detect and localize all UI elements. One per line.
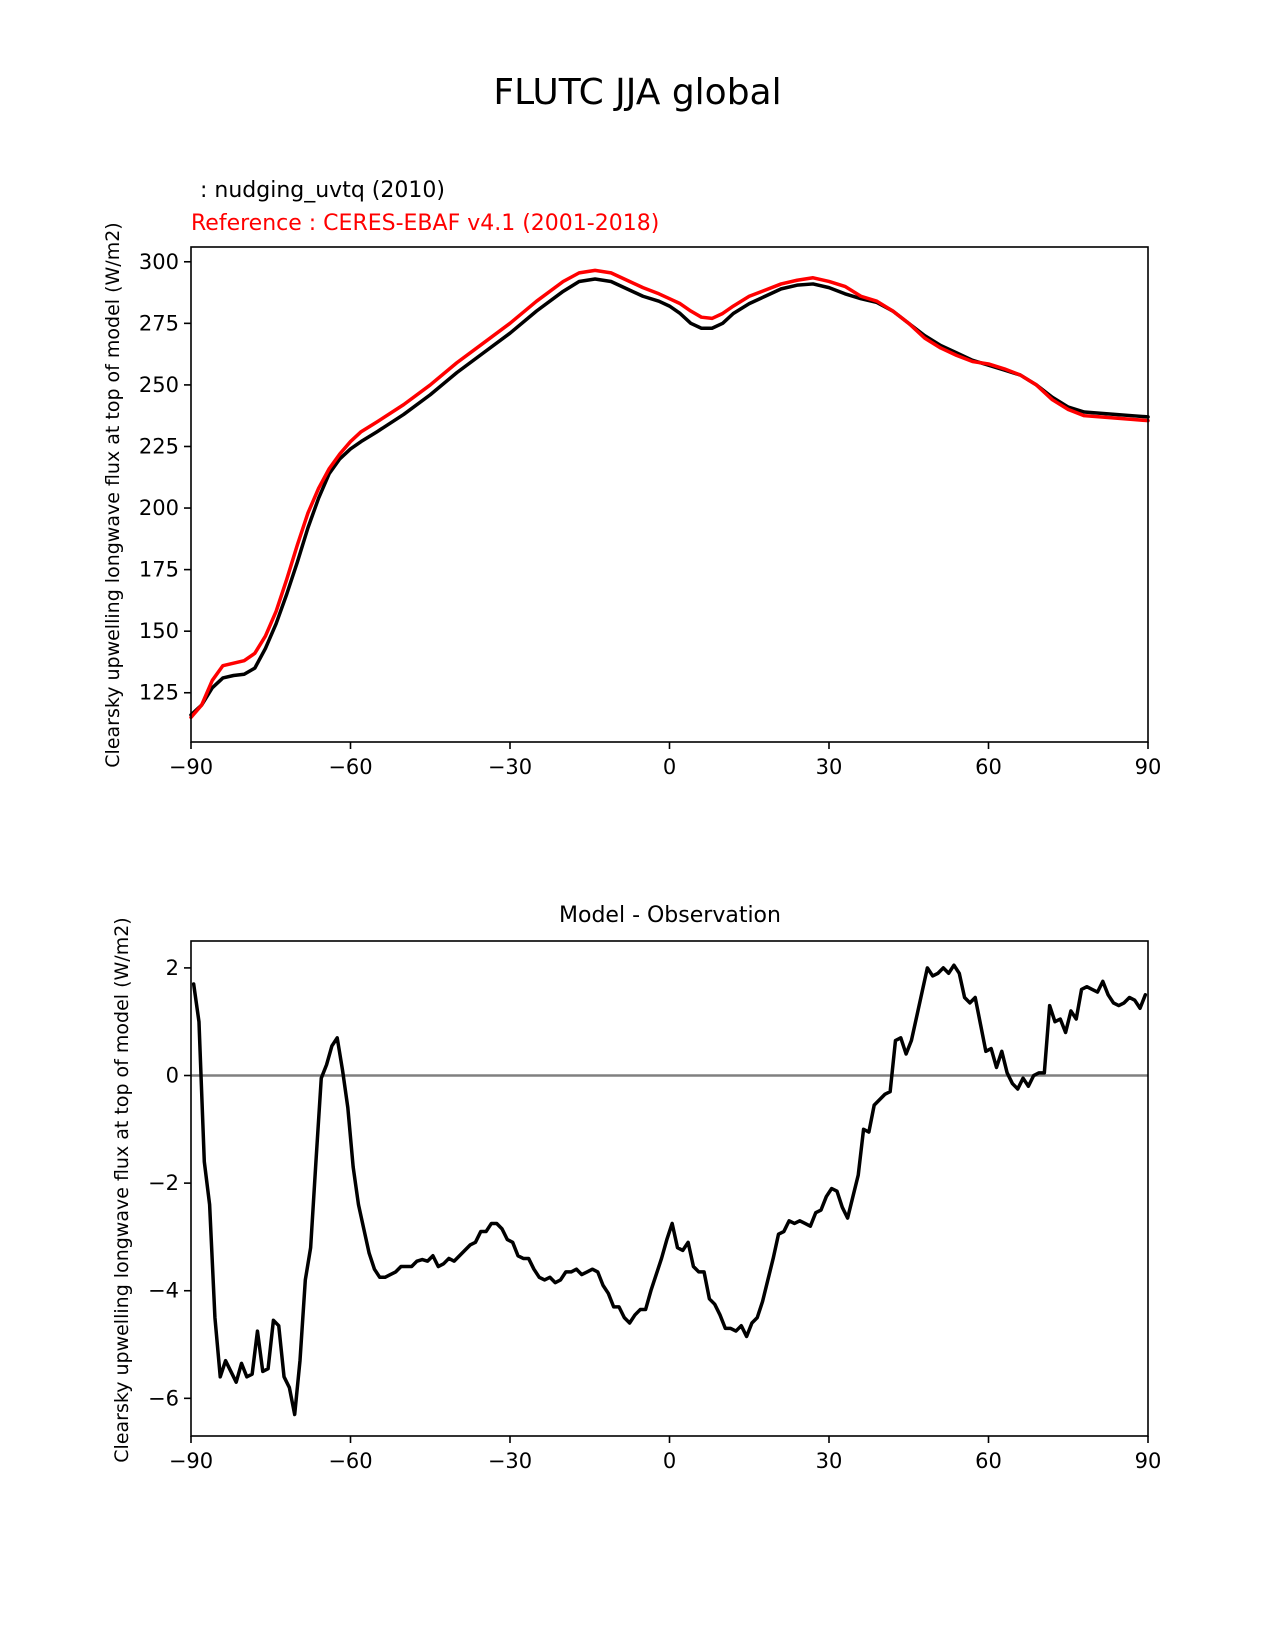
y-tick-label: 250 bbox=[139, 373, 179, 397]
y-tick-label: −4 bbox=[148, 1279, 179, 1303]
x-tick-label: −90 bbox=[169, 1449, 213, 1473]
y-tick-label: 0 bbox=[166, 1064, 179, 1088]
series-line-model-panel-0 bbox=[189, 277, 1150, 717]
x-tick-label: 90 bbox=[1135, 1449, 1162, 1473]
reference-label: Reference : CERES-EBAF v4.1 (2001-2018) bbox=[191, 211, 659, 236]
plot-frame bbox=[190, 940, 1149, 1437]
series-line-reference-panel-0 bbox=[189, 268, 1150, 720]
series-line-model-panel-1 bbox=[191, 963, 1148, 1417]
bottom-panel-title: Model - Observation bbox=[559, 903, 781, 928]
y-tick-label: 300 bbox=[139, 250, 179, 274]
y-tick-label: −2 bbox=[148, 1171, 179, 1195]
y-tick-label: 125 bbox=[139, 681, 179, 705]
bottom-panel-plot: −90 −60 −30 0 30 60 90 −6 −4 −2 0 2 bbox=[148, 940, 1162, 1473]
x-tick-label: 60 bbox=[975, 755, 1002, 779]
y-tick-label: −6 bbox=[148, 1386, 179, 1410]
figure-title: FLUTC JJA global bbox=[493, 72, 782, 113]
x-tick-label: −90 bbox=[169, 755, 213, 779]
x-tick-label: 30 bbox=[816, 755, 843, 779]
test-label: : nudging_uvtq (2010) bbox=[200, 178, 445, 203]
top-panel-ylabel: Clearsky upwelling longwave flux at top … bbox=[102, 222, 124, 767]
x-tick-label: −30 bbox=[488, 1449, 532, 1473]
x-tick-label: −60 bbox=[328, 755, 372, 779]
x-tick-label: 60 bbox=[975, 1449, 1002, 1473]
x-tick-label: 90 bbox=[1135, 755, 1162, 779]
x-tick-label: 0 bbox=[663, 755, 676, 779]
top-panel-plot: −90 −60 −30 0 30 60 90 125 150 175 200 225 250 275 300 bbox=[139, 246, 1162, 779]
x-tick-label: −30 bbox=[488, 755, 532, 779]
x-tick-label: 0 bbox=[663, 1449, 676, 1473]
y-tick-label: 175 bbox=[139, 558, 179, 582]
y-tick-label: 2 bbox=[166, 956, 179, 980]
y-tick-label: 200 bbox=[139, 496, 179, 520]
bottom-panel-ylabel: Clearsky upwelling longwave flux at top … bbox=[111, 917, 133, 1462]
plot-frame bbox=[190, 246, 1149, 743]
y-tick-label: 275 bbox=[139, 311, 179, 335]
x-tick-label: −60 bbox=[328, 1449, 372, 1473]
y-tick-label: 150 bbox=[139, 619, 179, 643]
x-tick-label: 30 bbox=[816, 1449, 843, 1473]
y-tick-label: 225 bbox=[139, 434, 179, 458]
